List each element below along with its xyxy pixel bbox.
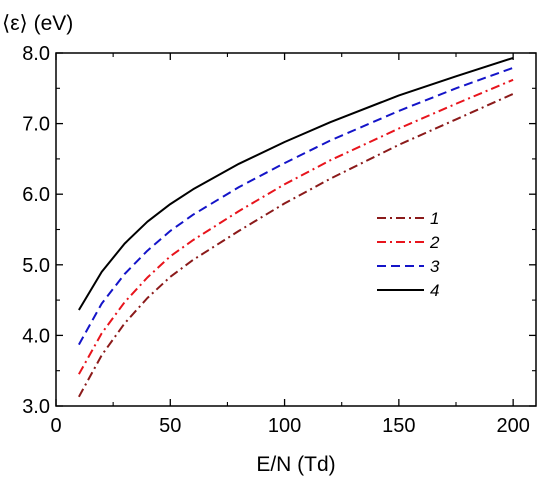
legend-label-3: 3: [430, 257, 440, 276]
x-tick-label: 150: [382, 415, 415, 437]
series-line-2: [78, 78, 514, 375]
x-tick-label: 200: [496, 415, 529, 437]
legend: 1 2 3 4: [377, 209, 440, 300]
ticks-layer: 0 50 100 150 200 3.0 4.0 5.0 6.0 7.0 8.0: [22, 43, 536, 437]
y-tick-label: 6.0: [22, 184, 50, 206]
y-tick-label: 8.0: [22, 43, 50, 65]
x-tick-label: 50: [159, 415, 181, 437]
series-line-1: [78, 92, 514, 398]
series-line-4: [78, 56, 514, 311]
y-tick-label: 4.0: [22, 325, 50, 347]
y-tick-label: 7.0: [22, 114, 50, 136]
x-axis-label: E/N (Td): [256, 453, 335, 476]
legend-label-1: 1: [430, 209, 439, 228]
y-tick-label: 3.0: [22, 396, 50, 418]
legend-label-2: 2: [429, 233, 440, 252]
series-layer: [78, 56, 514, 398]
legend-label-4: 4: [430, 281, 439, 300]
y-axis-label: ⟨ε⟩ (eV): [2, 12, 73, 35]
x-tick-label: 0: [50, 415, 61, 437]
plot-frame: [55, 52, 537, 407]
y-tick-label: 5.0: [22, 255, 50, 277]
series-line-3: [78, 66, 514, 346]
x-tick-label: 100: [268, 415, 301, 437]
